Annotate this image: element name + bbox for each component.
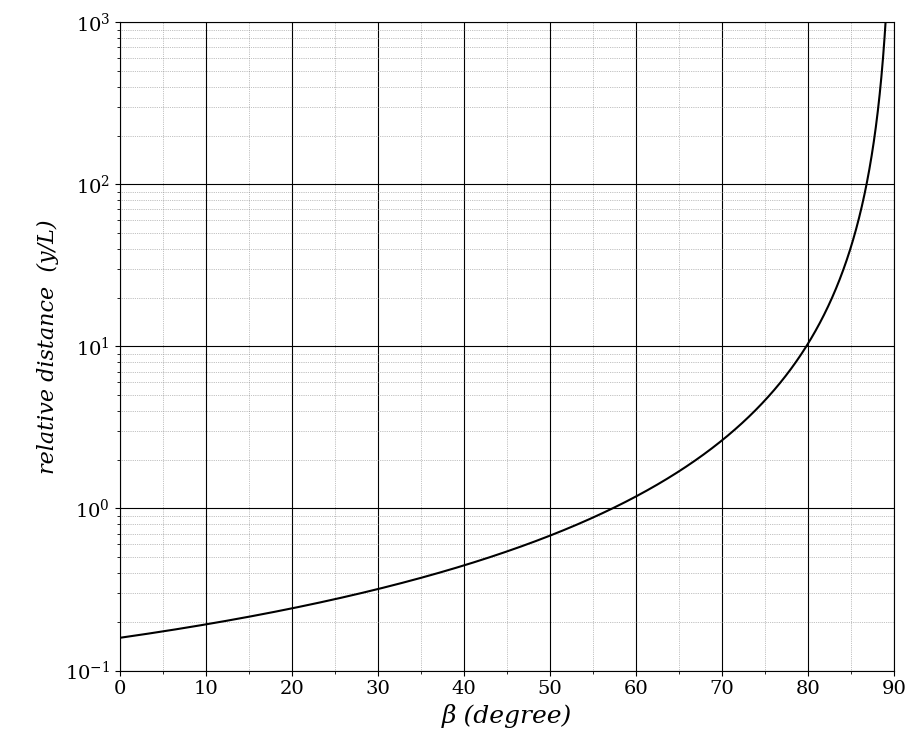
X-axis label: β (degree): β (degree) — [442, 704, 573, 728]
Y-axis label: relative distance  (y/L): relative distance (y/L) — [37, 219, 59, 474]
